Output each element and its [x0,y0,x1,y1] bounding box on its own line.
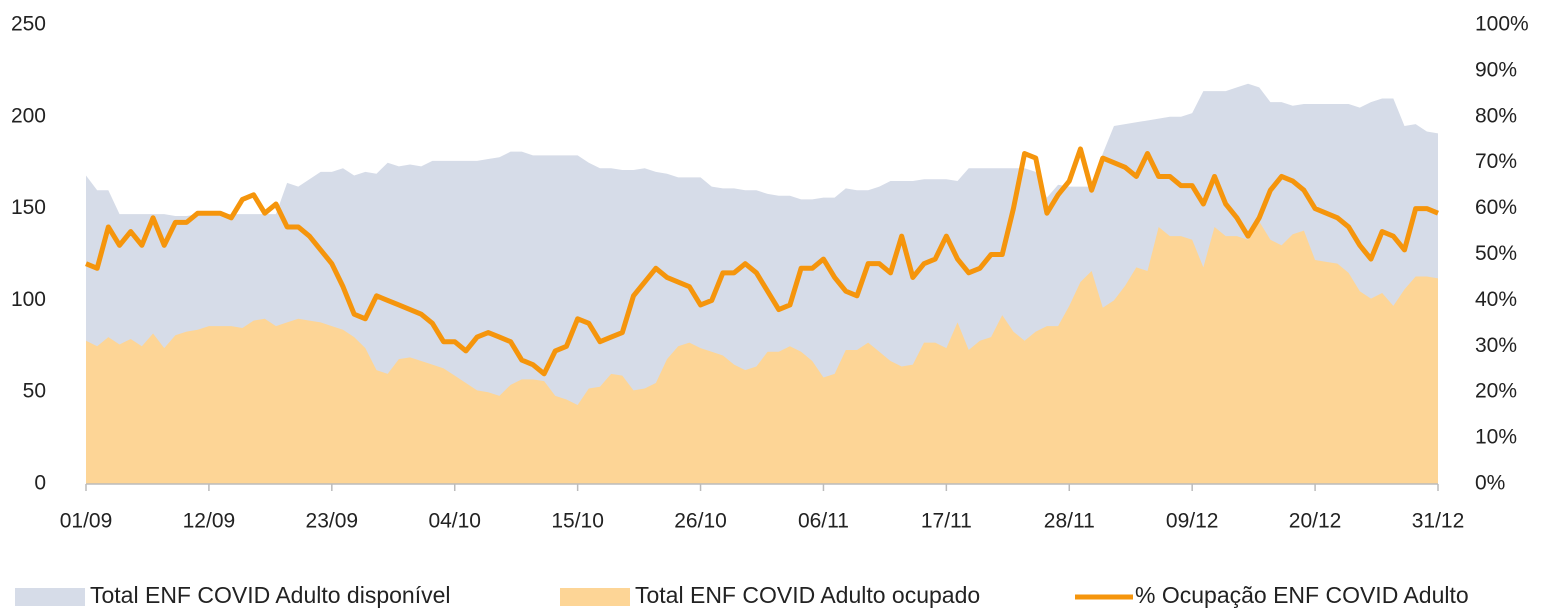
y2-tick-label: 20% [1475,380,1517,403]
y-tick-label: 200 [11,104,46,127]
y2-tick-label: 10% [1475,426,1517,449]
y2-tick-label: 70% [1475,150,1517,173]
x-tick-label: 28/11 [1044,510,1095,533]
legend-label: % Ocupação ENF COVID Adulto [1135,582,1469,608]
x-tick-label: 06/11 [798,510,849,533]
y-tick-label: 50 [23,380,46,403]
x-tick-label: 26/10 [674,510,727,533]
y-tick-label: 250 [11,13,46,36]
y2-tick-label: 100% [1475,13,1529,36]
x-tick-label: 31/12 [1412,510,1465,533]
x-tick-label: 01/09 [60,510,113,533]
y2-tick-label: 40% [1475,288,1517,311]
x-tick-label: 23/09 [306,510,359,533]
x-tick-label: 17/11 [921,510,972,533]
line [85,146,1439,377]
y-tick-label: 0 [34,472,46,495]
legend-swatch [15,588,85,606]
y-tick-label: 150 [11,196,46,219]
area [86,221,1438,484]
y2-tick-label: 50% [1475,242,1517,265]
y2-tick-label: 0% [1475,472,1505,495]
y-tick-label: 100 [11,288,46,311]
y2-tick-label: 30% [1475,334,1517,357]
y2-tick-label: 60% [1475,196,1517,219]
x-tick-label: 04/10 [428,510,481,533]
y2-tick-label: 80% [1475,104,1517,127]
x-tick-label: 12/09 [183,510,236,533]
legend-label: Total ENF COVID Adulto ocupado [635,582,980,608]
legend-label: Total ENF COVID Adulto disponível [90,582,451,608]
x-tick-label: 15/10 [551,510,604,533]
x-tick-label: 09/12 [1166,510,1219,533]
x-tick-label: 20/12 [1289,510,1342,533]
legend-swatch [560,588,630,606]
y2-tick-label: 90% [1475,58,1517,81]
